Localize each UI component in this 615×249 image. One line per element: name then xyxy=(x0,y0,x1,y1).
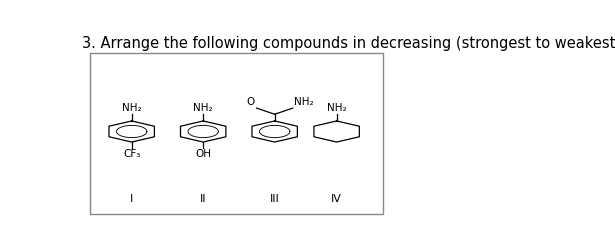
Text: CF₃: CF₃ xyxy=(123,149,140,159)
Text: 3. Arrange the following compounds in decreasing (strongest to weakest) order of: 3. Arrange the following compounds in de… xyxy=(82,36,615,51)
Text: NH₂: NH₂ xyxy=(327,103,346,113)
Text: I: I xyxy=(130,194,133,204)
Text: NH₂: NH₂ xyxy=(193,103,213,113)
Text: II: II xyxy=(200,194,207,204)
Text: III: III xyxy=(270,194,280,204)
Text: NH₂: NH₂ xyxy=(122,103,141,113)
Text: IV: IV xyxy=(331,194,342,204)
Text: OH: OH xyxy=(195,149,211,159)
Text: O: O xyxy=(247,97,255,107)
Text: NH₂: NH₂ xyxy=(294,97,314,107)
